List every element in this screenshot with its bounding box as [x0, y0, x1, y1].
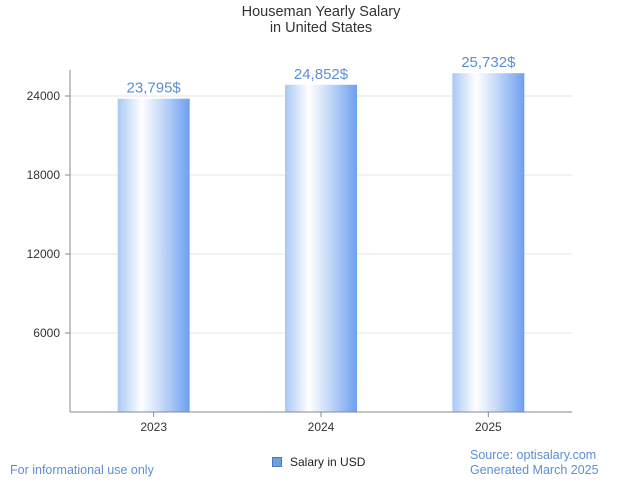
chart-subtitle: in United States [269, 20, 373, 36]
source-text: Source: optisalary.com [470, 448, 597, 462]
x-tick-label: 2025 [475, 420, 502, 434]
x-tick-label: 2024 [308, 420, 335, 434]
source-block: Source: optisalary.com Generated March 2… [470, 448, 599, 478]
bar-2023 [117, 98, 190, 413]
legend: Salary in USD [272, 455, 365, 469]
bar-2024 [285, 84, 357, 413]
chart-title-block: Houseman Yearly Salary in United States [0, 4, 642, 36]
chart-title: Houseman Yearly Salary [241, 4, 401, 20]
y-tick-label: 18000 [27, 168, 61, 182]
y-tick-label: 24000 [27, 89, 61, 103]
legend-swatch [272, 457, 282, 467]
data-label-2024: 24,852$ [294, 66, 349, 83]
data-label-2025: 25,732$ [461, 54, 516, 71]
bar-2025 [452, 73, 525, 412]
y-tick-label: 12000 [27, 247, 61, 261]
x-tick-label: 2023 [140, 420, 167, 434]
y-tick-label: 6000 [33, 326, 60, 340]
data-label-2023: 23,795$ [127, 80, 182, 97]
disclaimer-text: For informational use only [10, 463, 154, 477]
legend-label: Salary in USD [290, 455, 366, 469]
generated-text: Generated March 2025 [470, 463, 599, 477]
